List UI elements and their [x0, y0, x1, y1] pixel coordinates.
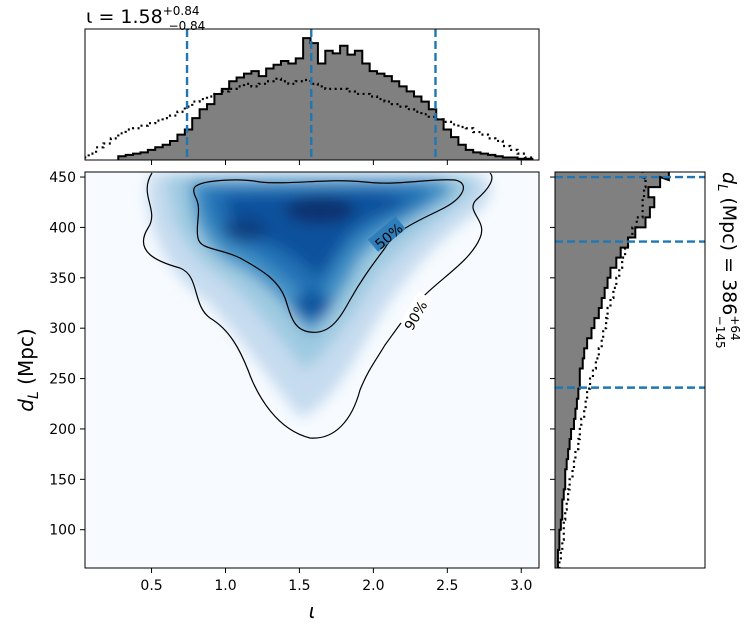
y-tick-label: 100 — [49, 523, 76, 539]
y-axis-ticks: 100 150 200 250 300 350 400 450 — [49, 170, 85, 539]
y-tick-label: 200 — [49, 422, 76, 438]
x-tick-label: 3.0 — [510, 578, 532, 594]
dl-posterior-hist-outline — [556, 172, 670, 568]
x-tick-label: 2.0 — [362, 578, 384, 594]
x-tick-label: 0.5 — [140, 578, 162, 594]
dl-marginal-panel — [550, 171, 706, 569]
x-tick-label: 1.0 — [214, 578, 236, 594]
iota-prior-hist-line — [85, 77, 534, 160]
iota-marginal-x-ticks — [151, 160, 522, 165]
y-axis-label: dL (Mpc) — [14, 328, 42, 411]
contour-50 — [193, 179, 465, 333]
iota-posterior-hist-fill — [118, 38, 533, 160]
x-tick-label: 2.5 — [436, 578, 458, 594]
joint-density-panel: 50% 90% 0.5 1.0 1.5 2.0 2.5 3.0 1001502002503… — [49, 170, 540, 594]
y-tick-label: 450 — [49, 170, 76, 186]
iota-marginal-panel — [84, 28, 540, 165]
contour-90 — [142, 172, 493, 439]
dl-marginal-y-ticks — [550, 176, 555, 531]
x-axis-ticks: 0.5 1.0 1.5 2.0 2.5 3.0 — [140, 568, 532, 594]
dl-marginal-frame — [554, 171, 706, 569]
density-frame — [84, 171, 540, 569]
y-tick-label: 150 — [49, 472, 76, 488]
x-tick-label: 1.5 — [288, 578, 310, 594]
y-tick-label: 400 — [49, 220, 76, 236]
y-tick-label: 300 — [49, 321, 76, 337]
iota-summary-title: ι = 1.58+0.84 −0.84 — [86, 4, 205, 33]
x-axis-label: ι — [309, 599, 316, 623]
y-tick-label: 250 — [49, 372, 76, 388]
dl-summary-title: dL (Mpc) = 386+64−145 — [713, 172, 742, 349]
dl-quantile-lines — [555, 175, 705, 389]
y-tick-label: 350 — [49, 271, 76, 287]
iota-posterior-hist-outline — [117, 37, 534, 160]
iota-quantile-lines — [185, 29, 437, 160]
dl-posterior-hist-fill — [555, 172, 669, 568]
iota-marginal-frame — [84, 28, 540, 161]
